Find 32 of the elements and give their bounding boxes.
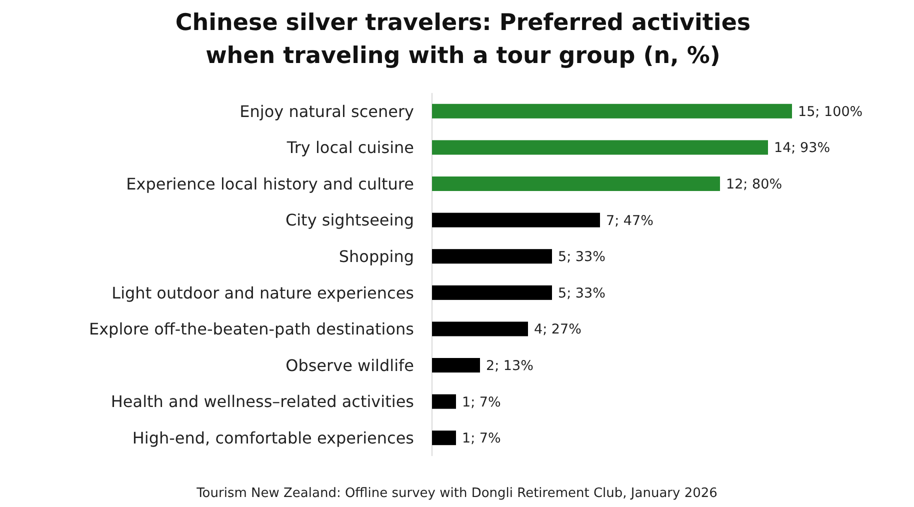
data-label: 1; 7%	[462, 394, 502, 410]
data-label: 5; 33%	[558, 285, 606, 302]
chart-title: Chinese silver travelers: Preferred activities when traveling with a tour group (n, %)	[175, 10, 751, 69]
bar	[432, 285, 552, 300]
data-label: 14; 93%	[774, 140, 830, 156]
bar	[432, 212, 600, 228]
bar	[432, 358, 480, 373]
y-tick-label: Experience local history and culture	[126, 174, 414, 194]
bar	[432, 140, 768, 155]
y-tick-label: Try local cuisine	[286, 138, 414, 158]
bar	[432, 322, 528, 336]
data-label: 1; 7%	[462, 430, 502, 447]
data-label: 12; 80%	[726, 176, 782, 192]
bar	[432, 104, 792, 118]
data-label: 2; 13%	[486, 358, 534, 374]
y-tick-label: Shopping	[338, 246, 414, 266]
bar	[432, 394, 456, 409]
y-tick-label: Light outdoor and nature experiences	[112, 283, 414, 302]
y-tick-label: City sightseeing	[285, 210, 414, 230]
bar	[432, 430, 456, 446]
y-tick-label: High-end, comfortable experiences	[132, 428, 414, 448]
bar	[432, 249, 552, 264]
y-tick-label: Explore off-the-beaten-path destinations	[88, 320, 414, 339]
text: Tourism New Zealand: Offline survey with Dongli Retirement Club, January 2026	[196, 486, 718, 501]
data-label: 4; 27%	[534, 322, 582, 338]
y-tick-label: Observe wildlife	[286, 356, 414, 375]
bar	[432, 176, 720, 192]
data-label: 7; 47%	[606, 212, 654, 229]
data-label: 15; 100%	[798, 104, 863, 120]
y-tick-label: Enjoy natural scenery	[240, 102, 414, 121]
data-label: 5; 33%	[558, 249, 606, 266]
y-tick-label: Health and wellness–related activities	[110, 392, 414, 412]
